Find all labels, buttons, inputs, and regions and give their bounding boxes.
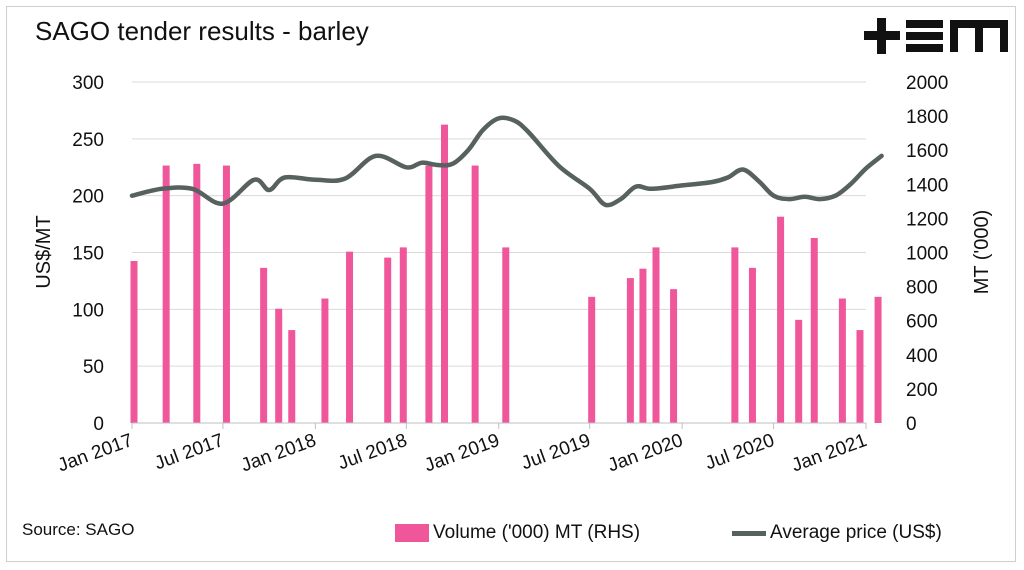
volume-bar [652, 247, 660, 423]
volume-bar [639, 268, 647, 423]
volume-bar [838, 298, 846, 423]
volume-bar [731, 247, 739, 423]
price-line [129, 115, 884, 208]
volume-bar [440, 124, 448, 423]
y-right-tick-label: 400 [906, 346, 938, 367]
volume-bar [275, 308, 283, 423]
y-left-tick-label: 250 [72, 130, 104, 151]
volume-bar [346, 251, 354, 423]
y-right-tick-label: 600 [906, 312, 938, 333]
volume-bar [856, 330, 864, 423]
volume-bar [748, 267, 756, 423]
volume-bar [795, 319, 803, 423]
chart-title: SAGO tender results - barley [35, 16, 369, 46]
x-tick-label: Jul 2019 [519, 430, 594, 474]
tem-logo-icon [864, 18, 1008, 54]
volume-bar [777, 216, 785, 423]
legend-price: Average price (US$) [732, 522, 942, 544]
y-right-tick-label: 200 [906, 380, 938, 401]
chart-frame [6, 6, 1016, 562]
volume-bar [670, 289, 678, 423]
y-right-tick-label: 1600 [906, 141, 948, 162]
x-tick-label: Jan 2018 [238, 430, 319, 476]
volume-bar [810, 238, 818, 423]
volume-bar [288, 330, 296, 423]
y-right-tick-label: 0 [906, 414, 917, 435]
source-note: Source: SAGO [22, 520, 135, 539]
legend-price-swatch [732, 530, 766, 536]
y-left-tick-label: 200 [72, 187, 104, 208]
y-right-tick-label: 1400 [906, 175, 948, 196]
volume-bar [260, 267, 268, 423]
volume-bar [130, 261, 138, 423]
volume-bar [502, 247, 510, 423]
volume-bar [162, 165, 170, 424]
volume-bar [222, 165, 230, 424]
y-right-tick-label: 1200 [906, 209, 948, 230]
volume-bar [193, 163, 201, 423]
y-left-tick-label: 300 [72, 73, 104, 94]
legend-price-label: Average price (US$) [770, 522, 942, 543]
x-tick-label: Jan 2019 [422, 430, 503, 476]
volume-bar [471, 165, 479, 424]
volume-bar [588, 296, 596, 423]
x-tick-label: Jul 2017 [152, 430, 227, 474]
y-right-tick-label: 1800 [906, 107, 948, 128]
volume-bar [874, 296, 882, 423]
volume-bar [425, 165, 433, 424]
legend-volume-label: Volume ('000) MT (RHS) [433, 522, 641, 543]
volume-bar [384, 257, 392, 423]
volume-bars [130, 124, 882, 424]
x-tick-label: Jan 2020 [605, 430, 686, 476]
legend-volume-swatch [395, 524, 429, 542]
y-left-tick-label: 150 [72, 244, 104, 265]
x-tick-label: Jul 2018 [335, 430, 410, 474]
volume-bar [626, 278, 634, 423]
y-left-tick-label: 100 [72, 300, 104, 321]
x-tick-label: Jan 2017 [55, 430, 136, 476]
y-right-tick-label: 2000 [906, 73, 948, 94]
y-left-axis-title: US$/MT [33, 215, 55, 288]
average-price-line [129, 115, 884, 208]
x-tick-label: Jul 2020 [703, 430, 778, 474]
legend-volume: Volume ('000) MT (RHS) [395, 522, 640, 544]
axes: 0 50 100 150 200 250 300 0 200 400 600 800 1000 1200 1… [33, 73, 993, 476]
y-right-tick-label: 800 [906, 278, 938, 299]
y-left-tick-label: 0 [93, 414, 104, 435]
y-right-axis-title: MT ('000) [971, 210, 993, 295]
volume-bar [321, 298, 329, 423]
y-left-tick-label: 50 [83, 357, 104, 378]
volume-bar [399, 247, 407, 423]
y-right-tick-label: 1000 [906, 244, 948, 265]
x-tick-label: Jan 2021 [789, 430, 870, 476]
